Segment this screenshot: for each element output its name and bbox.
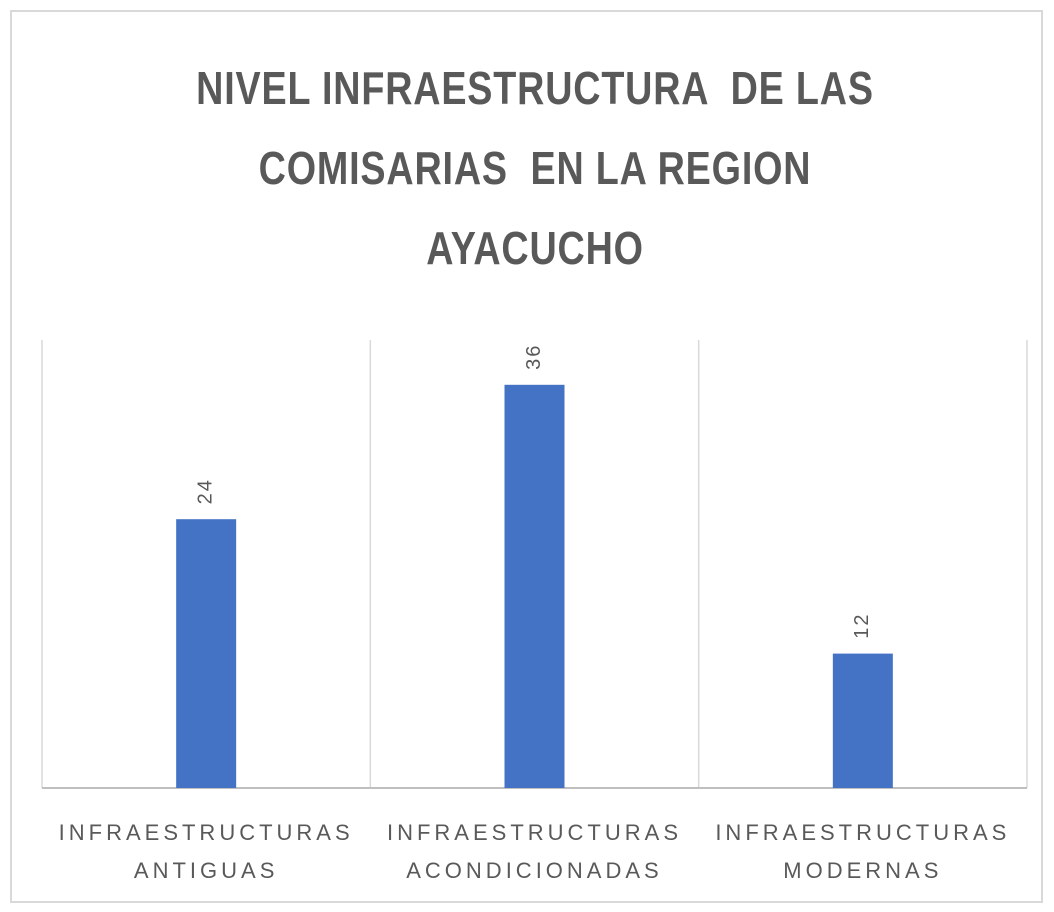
x-tick-label: INFRAESTRUCTURAS MODERNAS xyxy=(715,820,1011,883)
x-tick-label: INFRAESTRUCTURAS ANTIGUAS xyxy=(58,820,354,883)
data-label: 36 xyxy=(523,344,545,370)
chart-title: NIVEL INFRAESTRUCTURA DE LAS COMISARIAS … xyxy=(196,62,886,274)
bar xyxy=(504,384,565,788)
x-tick-label: INFRAESTRUCTURAS ACONDICIONADAS xyxy=(386,820,682,883)
chart-frame xyxy=(10,10,1043,903)
bar xyxy=(176,519,237,788)
data-label: 12 xyxy=(851,612,873,638)
data-label: 24 xyxy=(194,478,216,504)
bar xyxy=(832,653,893,788)
